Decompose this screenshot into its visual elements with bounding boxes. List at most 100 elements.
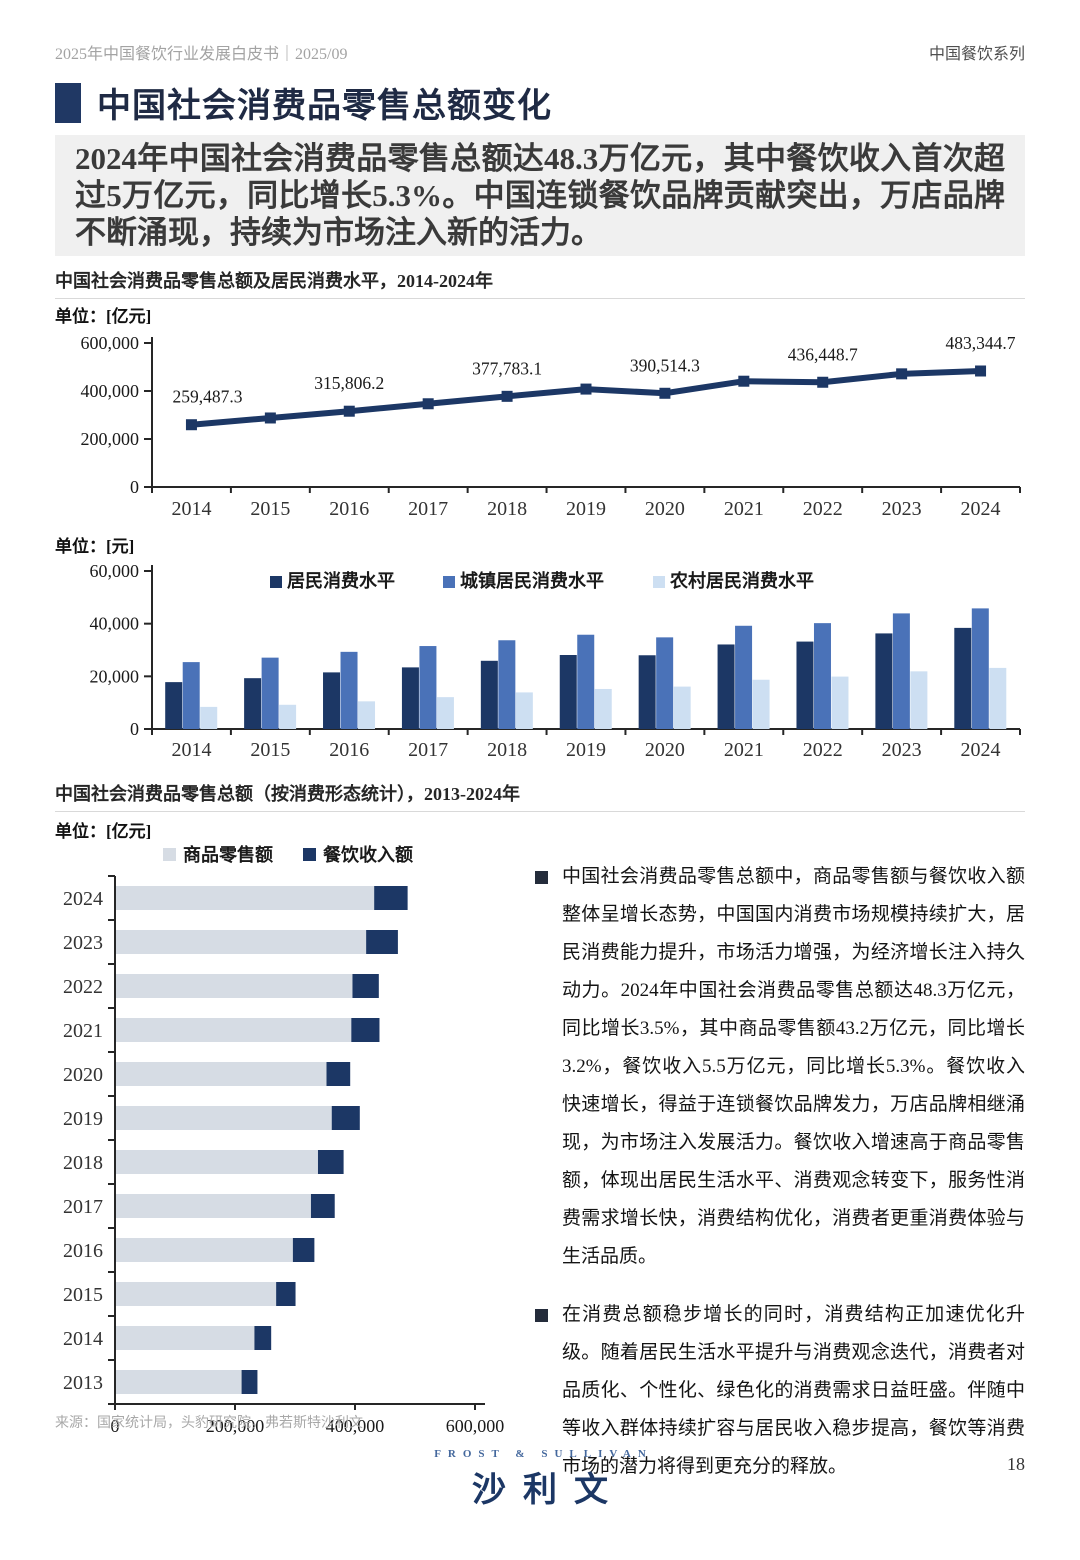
legend-label: 餐饮收入额 xyxy=(323,845,413,865)
data-point-marker xyxy=(580,383,592,395)
bar-goods-retail xyxy=(116,1282,278,1306)
data-point-marker xyxy=(501,390,513,402)
page-number: 18 xyxy=(1007,1454,1025,1474)
data-point-marker xyxy=(343,405,355,417)
x-tick-label: 2021 xyxy=(724,498,764,520)
chart2-unit-label: 单位：[元] xyxy=(55,537,135,556)
bar-catering-revenue xyxy=(276,1282,296,1306)
bar-goods-retail xyxy=(116,974,354,998)
bar-catering-revenue xyxy=(241,1370,258,1394)
y-category-label: 2014 xyxy=(63,1328,103,1350)
grouped-bar-plot: 0 20,000 40,000 60,000 2014 2015 2016 2017 2018 2… xyxy=(90,561,1021,761)
data-point-label: 436,448.7 xyxy=(788,344,858,364)
bar-catering-revenue xyxy=(352,974,379,998)
bar-catering-revenue xyxy=(254,1326,272,1350)
chart3-title: 中国社会消费品零售总额（按消费形态统计），2013-2024年 xyxy=(55,784,520,804)
bar-3 xyxy=(279,704,297,729)
grouped-bar-chart-consumption-level: 0 20,000 40,000 60,000 2014 2015 2016 2017 2018 2… xyxy=(90,561,1021,761)
legend-swatch xyxy=(443,576,455,588)
legend-item: 商品零售额 xyxy=(163,841,273,867)
bar-3 xyxy=(436,697,454,729)
divider xyxy=(55,811,1025,812)
y-tick-label: 200,000 xyxy=(81,429,140,449)
bar-1 xyxy=(954,627,972,729)
bar-goods-retail xyxy=(116,886,376,910)
page-footer: 来源：国家统计局，头豹研究院，弗若斯特沙利文 FROST & SULLIVAN … xyxy=(55,1412,1025,1547)
y-tick-label: 600,000 xyxy=(81,333,140,353)
bar-goods-retail xyxy=(116,1370,243,1394)
x-tick-label: 2020 xyxy=(645,498,685,520)
bar-3 xyxy=(673,686,691,729)
chart3-unit-label: 单位：[亿元] xyxy=(55,822,152,841)
commentary-column: 中国社会消费品零售总额中，商品零售额与餐饮收入额整体呈增长态势，中国国内消费市场… xyxy=(535,814,1025,1506)
divider xyxy=(55,298,1025,299)
bar-goods-retail xyxy=(116,1106,333,1130)
two-column-section: 单位：[亿元] 商品零售额 餐饮收入额 0 200,000 400,000 600,00… xyxy=(55,814,1025,1506)
x-tick-label: 2022 xyxy=(803,739,843,761)
data-point-marker xyxy=(185,419,197,431)
legend-swatch xyxy=(270,576,282,588)
bar-goods-retail xyxy=(116,1194,312,1218)
x-tick-label: 2015 xyxy=(250,739,290,761)
bullet-paragraph: 在消费总额稳步增长的同时，消费结构正加速优化升级。随着居民生活水平提升与消费观念… xyxy=(535,1296,1025,1486)
x-tick-label: 2023 xyxy=(882,739,922,761)
x-tick-label: 400,000 xyxy=(326,1416,385,1436)
bar-2 xyxy=(813,623,831,729)
y-tick-label: 400,000 xyxy=(81,381,140,401)
chart3-column: 单位：[亿元] 商品零售额 餐饮收入额 0 200,000 400,000 600,00… xyxy=(55,814,515,1506)
x-tick-label: 2019 xyxy=(566,498,606,520)
x-tick-label: 2015 xyxy=(250,498,290,520)
bullet-square-icon xyxy=(535,1309,548,1322)
bar-1 xyxy=(165,682,183,729)
bar-2 xyxy=(261,657,279,729)
bar-2 xyxy=(340,651,358,729)
bar-3 xyxy=(358,701,376,729)
bar-2 xyxy=(892,613,910,729)
bar-1 xyxy=(717,644,735,729)
line-chart-plot: 0 200,000 400,000 600,000 2014 2015 2016 2017 20… xyxy=(81,333,1021,520)
y-category-label: 2019 xyxy=(63,1108,103,1130)
x-tick-label: 2024 xyxy=(961,498,1001,520)
data-point-label: 377,783.1 xyxy=(472,358,542,378)
bar-1 xyxy=(559,655,577,729)
stacked-bar-plot: 0 200,000 400,000 600,000 2024 2023 2022 2021 20… xyxy=(63,875,504,1436)
data-point-marker xyxy=(264,412,276,424)
y-tick-label: 40,000 xyxy=(90,614,140,634)
bullet-text-1: 中国社会消费品零售总额中，商品零售额与餐饮收入额整体呈增长态势，中国国内消费市场… xyxy=(562,866,1025,1267)
legend-swatch xyxy=(653,576,665,588)
bar-catering-revenue xyxy=(374,886,408,910)
legend-label: 农村居民消费水平 xyxy=(669,570,814,591)
x-tick-label: 200,000 xyxy=(206,1416,265,1436)
y-category-label: 2021 xyxy=(63,1020,103,1042)
bullet-paragraph: 中国社会消费品零售总额中，商品零售额与餐饮收入额整体呈增长态势，中国国内消费市场… xyxy=(535,858,1025,1276)
y-category-label: 2018 xyxy=(63,1152,103,1174)
y-category-label: 2017 xyxy=(63,1196,103,1218)
source-note: 来源：国家统计局，头豹研究院，弗若斯特沙利文 xyxy=(55,1416,363,1431)
legend-label: 城镇居民消费水平 xyxy=(460,570,604,591)
y-tick-label: 0 xyxy=(130,719,139,739)
bar-2 xyxy=(971,608,989,729)
line-series xyxy=(191,367,981,428)
bar-2 xyxy=(656,637,674,729)
bar-1 xyxy=(401,667,419,729)
legend-label: 商品零售额 xyxy=(183,845,273,865)
y-category-label: 2022 xyxy=(63,976,103,998)
x-tick-label: 0 xyxy=(111,1416,120,1436)
x-tick-label: 2018 xyxy=(487,498,527,520)
data-point-marker xyxy=(817,376,829,388)
legend-item: 餐饮收入额 xyxy=(303,841,413,867)
x-tick-label: 2018 xyxy=(487,739,527,761)
data-point-marker xyxy=(659,387,671,399)
logo-chinese-text: 沙利文 xyxy=(472,1472,625,1509)
y-category-label: 2020 xyxy=(63,1064,103,1086)
bar-2 xyxy=(735,625,753,729)
y-tick-label: 20,000 xyxy=(90,666,140,686)
bar-goods-retail xyxy=(116,930,368,954)
data-point-marker xyxy=(422,398,434,410)
header-left-text: 2025年中国餐饮行业发展白皮书｜2025/09 xyxy=(55,46,348,63)
page-title: 中国社会消费品零售总额变化 xyxy=(97,88,552,125)
bullet-text-2: 在消费总额稳步增长的同时，消费结构正加速优化升级。随着居民生活水平提升与消费观念… xyxy=(562,1304,1025,1477)
bar-catering-revenue xyxy=(366,930,398,954)
x-tick-label: 2017 xyxy=(408,739,448,761)
